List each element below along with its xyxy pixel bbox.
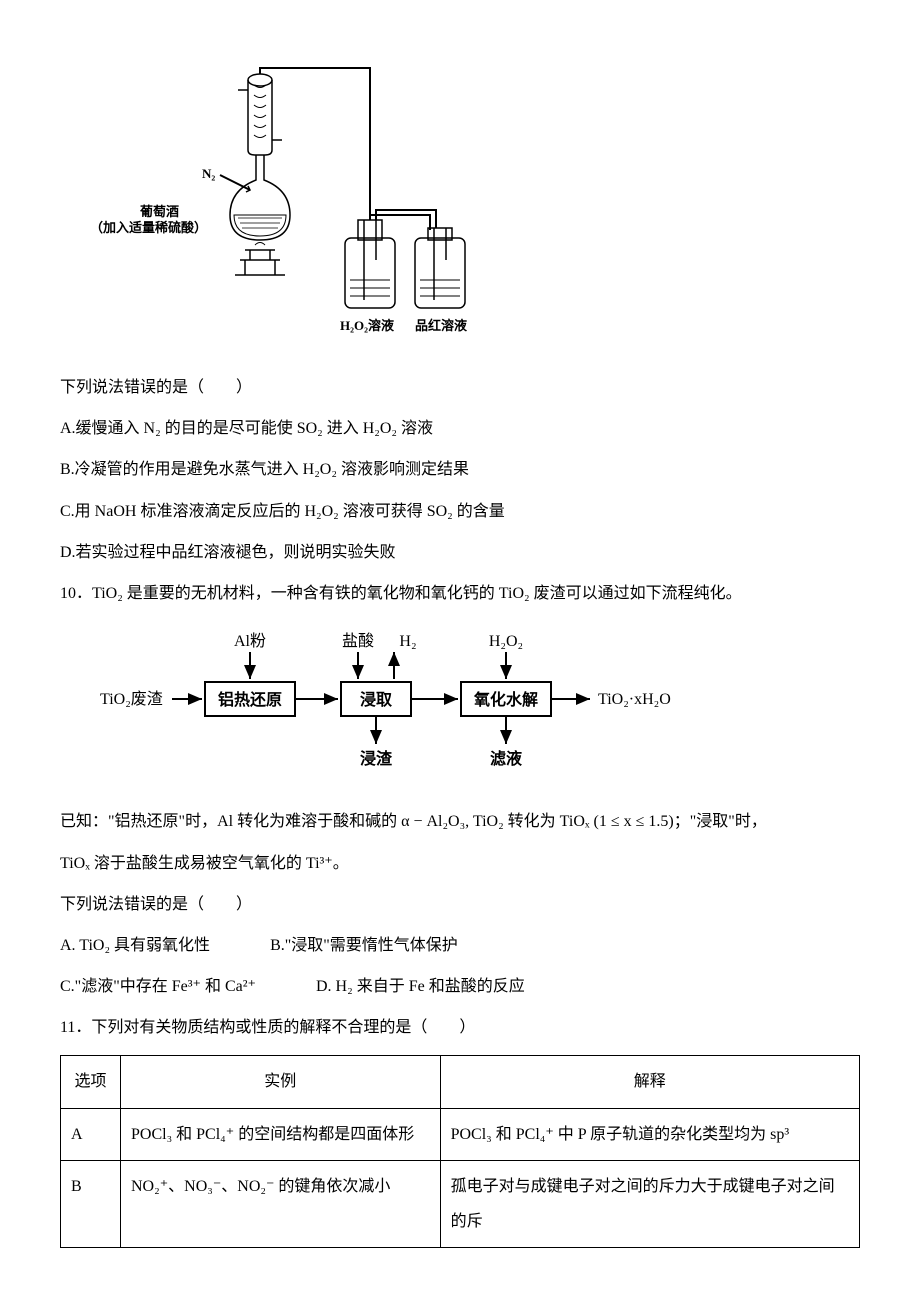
- q10-known1: 已知："铝热还原"时，Al 转化为难溶于酸和碱的 α − Al₂O₃, TiO₂…: [60, 804, 860, 839]
- q9-apparatus-diagram: N₂ 葡萄酒 （加入适量稀硫酸） H₂O₂溶液 品红溶液: [120, 60, 500, 360]
- svg-text:浸渣: 浸渣: [360, 749, 393, 768]
- th-explain: 解释: [440, 1056, 859, 1108]
- q9-option-a: A.缓慢通入 N₂ 的目的是尽可能使 SO₂ 进入 H₂O₂ 溶液: [60, 411, 860, 446]
- flow-input: TiO₂废渣: [100, 690, 163, 708]
- q10-known2: TiOₓ 溶于盐酸生成易被空气氧化的 Ti³⁺。: [60, 846, 860, 881]
- q10-option-d: D. H₂ 来自于 Fe 和盐酸的反应: [316, 969, 525, 1004]
- table-row: B NO₂⁺、NO₃⁻、NO₂⁻ 的键角依次减小 孤电子对与成键电子对之间的斥力…: [61, 1160, 860, 1247]
- q11-table: 选项 实例 解释 A POCl₃ 和 PCl₄⁺ 的空间结构都是四面体形 POC…: [60, 1055, 860, 1248]
- flow-svg: TiO₂废渣 铝热还原 Al粉 浸取 盐酸 H₂ 浸渣 氧化水解 H₂O₂ 滤液: [100, 626, 740, 776]
- table-row: A POCl₃ 和 PCl₄⁺ 的空间结构都是四面体形 POCl₃ 和 PCl₄…: [61, 1108, 860, 1160]
- svg-text:Al粉: Al粉: [234, 632, 266, 650]
- q10-flow-diagram: TiO₂废渣 铝热还原 Al粉 浸取 盐酸 H₂ 浸渣 氧化水解 H₂O₂ 滤液: [100, 626, 860, 789]
- label-pinhong: 品红溶液: [415, 312, 467, 341]
- label-h2o2: H₂O₂溶液: [340, 312, 394, 341]
- th-example: 实例: [121, 1056, 441, 1108]
- svg-text:铝热还原: 铝热还原: [218, 690, 282, 709]
- svg-text:浸取: 浸取: [360, 691, 392, 709]
- th-option: 选项: [61, 1056, 121, 1108]
- cell-example-a: POCl₃ 和 PCl₄⁺ 的空间结构都是四面体形: [121, 1108, 441, 1160]
- svg-text:盐酸: 盐酸: [342, 632, 374, 650]
- q10-stem: 下列说法错误的是（ ）: [60, 887, 860, 922]
- cell-example-b: NO₂⁺、NO₃⁻、NO₂⁻ 的键角依次减小: [121, 1160, 441, 1247]
- q11-stem: 11．下列对有关物质结构或性质的解释不合理的是（ ）: [60, 1010, 860, 1045]
- cell-opt-a: A: [61, 1108, 121, 1160]
- q9-option-d: D.若实验过程中品红溶液褪色，则说明实验失败: [60, 535, 860, 570]
- svg-text:H₂O₂: H₂O₂: [489, 633, 523, 650]
- q10-option-a: A. TiO₂ 具有弱氧化性: [60, 928, 210, 963]
- q9-option-b: B.冷凝管的作用是避免水蒸气进入 H₂O₂ 溶液影响测定结果: [60, 452, 860, 487]
- q10-intro: 10．TiO₂ 是重要的无机材料，一种含有铁的氧化物和氧化钙的 TiO₂ 废渣可…: [60, 576, 860, 611]
- label-n2: N₂: [202, 160, 215, 189]
- table-header-row: 选项 实例 解释: [61, 1056, 860, 1108]
- cell-opt-b: B: [61, 1160, 121, 1247]
- svg-text:H₂: H₂: [399, 633, 416, 650]
- cell-explain-a: POCl₃ 和 PCl₄⁺ 中 P 原子轨道的杂化类型均为 sp³: [440, 1108, 859, 1160]
- q10-option-b: B."浸取"需要惰性气体保护: [270, 928, 458, 963]
- q10-option-c: C."滤液"中存在 Fe³⁺ 和 Ca²⁺: [60, 969, 256, 1004]
- cell-explain-b: 孤电子对与成键电子对之间的斥力大于成键电子对之间的斥: [440, 1160, 859, 1247]
- svg-text:TiO₂·xH₂O: TiO₂·xH₂O: [598, 691, 671, 708]
- label-wine-sub: （加入适量稀硫酸）: [90, 214, 207, 243]
- svg-text:氧化水解: 氧化水解: [473, 690, 538, 709]
- svg-text:滤液: 滤液: [490, 749, 523, 768]
- q9-stem: 下列说法错误的是（ ）: [60, 370, 860, 405]
- q9-option-c: C.用 NaOH 标准溶液滴定反应后的 H₂O₂ 溶液可获得 SO₂ 的含量: [60, 494, 860, 529]
